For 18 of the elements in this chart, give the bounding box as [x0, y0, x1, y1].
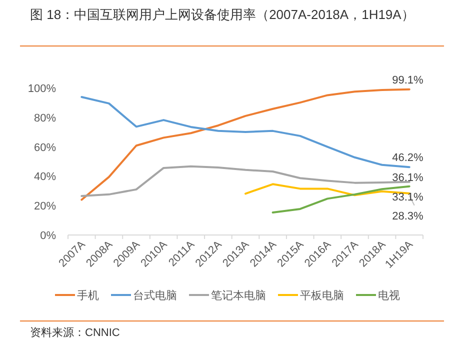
legend-label: 手机 [77, 289, 99, 302]
y-tick-label: 60% [34, 142, 56, 154]
legend-label: 台式电脑 [133, 289, 177, 302]
y-tick-label: 100% [28, 83, 56, 95]
y-tick-label: 80% [34, 112, 56, 124]
text: 资料来源：CNNIC [30, 326, 120, 339]
legend-label: 平板电脑 [300, 289, 344, 302]
legend-label: 笔记本电脑 [211, 289, 266, 302]
data-label: 46.2% [392, 152, 424, 164]
data-label: 33.1% [392, 191, 424, 204]
data-label: 99.1% [392, 74, 424, 86]
data-label: 28.3% [392, 210, 424, 222]
y-tick-label: 20% [34, 200, 56, 213]
y-tick-label: 0% [40, 230, 56, 242]
legend-label: 电视 [378, 289, 400, 302]
data-label: 36.1% [392, 172, 424, 184]
chart-title: 图 18：中国互联网用户上网设备使用率（2007A-2018A，1H19A） [30, 7, 414, 22]
y-tick-label: 40% [34, 171, 56, 184]
